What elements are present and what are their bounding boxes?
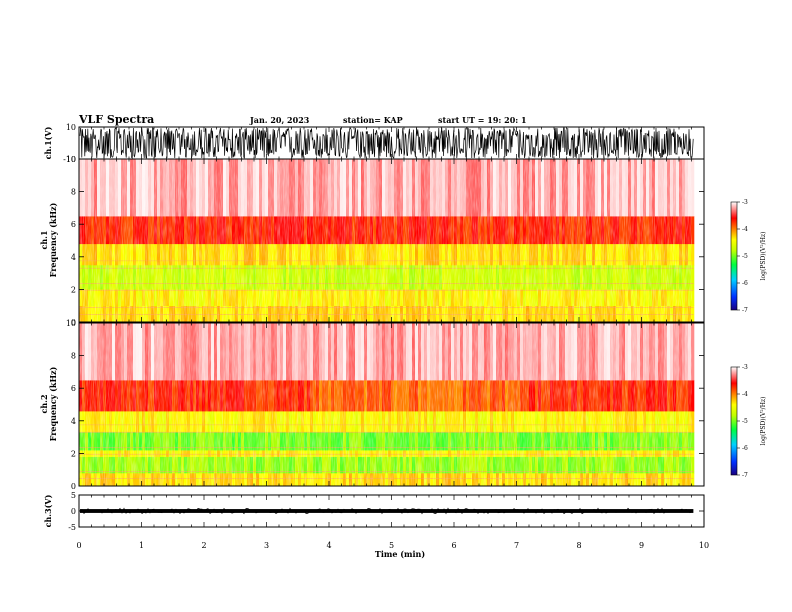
spectrogram-cell xyxy=(691,456,695,474)
spectrogram-cell xyxy=(691,411,695,433)
spectrogram-cell xyxy=(691,264,695,290)
ch1-waveform-panel: 10-10 ch.1(V) xyxy=(43,123,705,164)
y-tick-label: 2 xyxy=(71,449,76,458)
x-tick-label: 5 xyxy=(389,541,394,550)
colorbar-tick-label: -6 xyxy=(742,445,748,452)
colorbar-tick-label: -7 xyxy=(742,307,748,314)
spectrogram-cell xyxy=(691,243,695,266)
colorbar-tick-label: -5 xyxy=(742,253,748,260)
spectrogram-cell xyxy=(691,473,695,487)
y-tick-label: 2 xyxy=(71,285,76,294)
y-tick-label: 10 xyxy=(66,319,76,328)
ch3-waveform-band xyxy=(80,509,694,513)
y-tick-label: 5 xyxy=(71,491,76,500)
ch2-colorbar-label: log(PSD)(V²/Hz) xyxy=(760,397,767,446)
ch1-spectrogram-panel: 0 2 4 6 8 10 ch.1 Frequency (kHz) xyxy=(39,155,705,327)
x-tick-label: 1 xyxy=(139,541,144,550)
y-tick-label: 6 xyxy=(71,384,76,393)
colorbar-tick-label: -7 xyxy=(742,472,748,479)
colorbar-tick-label: -3 xyxy=(742,364,748,371)
ch2-spectrogram-ylabel-2: Frequency (kHz) xyxy=(48,366,58,441)
spectrogram-cell xyxy=(691,305,695,323)
colorbar-tick-label: -5 xyxy=(742,418,748,425)
spectrogram-cell xyxy=(691,380,695,412)
spectrogram-cell xyxy=(691,432,695,451)
y-tick-label: 10 xyxy=(66,155,76,164)
ch1-spectrogram-ylabel-2: Frequency (kHz) xyxy=(48,202,58,277)
date-label: Jan. 20, 2023 xyxy=(249,115,310,125)
spectrogram-cell xyxy=(691,289,695,306)
x-tick-label: 10 xyxy=(699,541,709,550)
x-tick-label: 0 xyxy=(76,541,81,550)
spectrogram-cell xyxy=(691,159,695,217)
ch1-waveform-ylabel: ch.1(V) xyxy=(43,126,53,159)
ch1-colorbar-label: log(PSD)(V²/Hz) xyxy=(760,232,767,281)
y-tick-label: 8 xyxy=(71,188,76,197)
ch1-waveform-line xyxy=(79,126,694,159)
ch1-spectrogram-noise xyxy=(79,159,692,322)
y-tick-label: 10 xyxy=(66,123,76,132)
y-tick-label: 4 xyxy=(71,253,76,262)
x-tick-label: 9 xyxy=(639,541,644,550)
x-tick-label: 7 xyxy=(514,541,519,550)
ch3-waveform-ylabel: ch.3(V) xyxy=(43,494,53,527)
colorbar-tick-label: -4 xyxy=(742,226,748,233)
colorbar-tick-label: -6 xyxy=(742,280,748,287)
ch1-colorbar: -3 -4 -5 -6 -7 log(PSD)(V²/Hz) xyxy=(730,199,767,314)
ch3-waveform-panel: 5 0 -5 ch.3(V) xyxy=(43,491,705,532)
ch2-spectrogram-noise xyxy=(79,323,692,486)
y-tick-label: 6 xyxy=(71,220,76,229)
x-tick-label: 8 xyxy=(576,541,581,550)
y-tick-label: -5 xyxy=(68,523,76,532)
y-tick-label: 0 xyxy=(71,482,76,491)
y-tick-label: 0 xyxy=(71,318,76,327)
time-axis-label: Time (min) xyxy=(375,549,425,559)
time-axis: 0 1 2 3 4 5 6 7 8 9 10 xyxy=(76,127,709,550)
colorbar-tick-label: -3 xyxy=(742,199,748,206)
x-tick-label: 2 xyxy=(201,541,206,550)
y-tick-label: 0 xyxy=(71,507,76,516)
ch2-colorbar: -3 -4 -5 -6 -7 log(PSD)(V²/Hz) xyxy=(730,364,767,479)
ch2-spectrogram-panel: 0 2 4 6 8 10 ch.2 Frequency (kHz) xyxy=(39,319,705,491)
x-tick-label: 6 xyxy=(451,541,456,550)
spectrogram-cell xyxy=(691,450,695,457)
ch3-waveform-line xyxy=(79,507,693,515)
ch1-spectrogram-ylabel-1: ch.1 xyxy=(39,230,49,249)
ch2-spectrogram-ylabel-1: ch.2 xyxy=(39,394,49,413)
y-tick-label: -10 xyxy=(63,155,76,164)
spectrogram-cell xyxy=(691,216,695,245)
spectrogram-cell xyxy=(691,323,695,381)
y-tick-label: 8 xyxy=(71,352,76,361)
x-tick-label: 3 xyxy=(264,541,269,550)
figure-title: VLF Spectra xyxy=(78,113,154,126)
x-tick-label: 4 xyxy=(326,541,331,550)
colorbar-tick-label: -4 xyxy=(742,391,748,398)
start-time-label: start UT = 19: 20: 1 xyxy=(438,115,527,125)
station-label: station= KAP xyxy=(343,115,403,125)
y-tick-label: 4 xyxy=(71,417,76,426)
